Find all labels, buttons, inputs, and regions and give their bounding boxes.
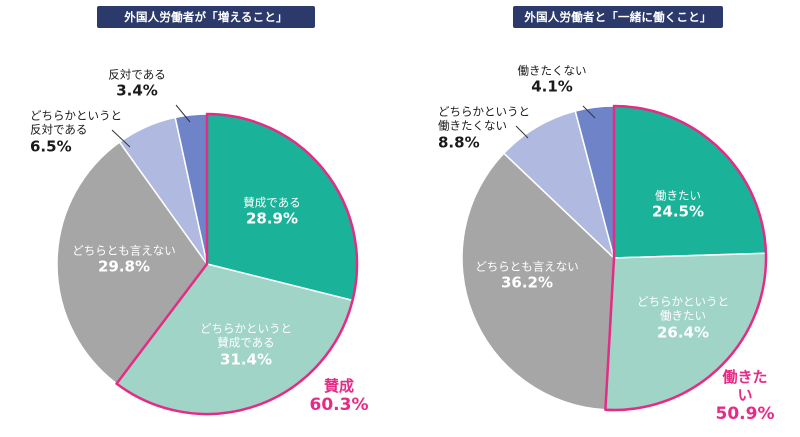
highlight-total: 賛成 60.3% — [310, 377, 369, 415]
leader-line — [175, 104, 191, 123]
slice-label-want: 働きたい 24.5% — [652, 188, 704, 221]
slice-label-oppose: 反対である 3.4% — [108, 67, 165, 100]
slice-somewhat-not-want — [502, 110, 616, 261]
chart-title: 外国人労働者が「増えること」 — [97, 6, 315, 28]
slice-label-agree: 賛成である 28.9% — [243, 195, 300, 228]
slice-name: どちらかというと — [200, 321, 292, 336]
slice-value: 31.4% — [219, 350, 273, 368]
slice-label-somewhat-agree: どちらかというと 賛成である 31.4% — [200, 321, 292, 369]
slice-name: 賛成である — [243, 195, 301, 210]
slice-value: 6.5% — [30, 137, 72, 155]
chart-title: 外国人労働者と「一緒に働くこと」 — [513, 6, 723, 28]
slice-name: 働きたい — [660, 308, 706, 323]
slice-label-neutral: どちらとも言えない 29.8% — [72, 243, 176, 276]
slice-value: 36.2% — [500, 273, 554, 292]
slice-label-not-want: 働きたくない 4.1% — [518, 63, 587, 96]
slice-value: 24.5% — [651, 202, 705, 221]
slice-neutral — [56, 141, 208, 385]
slice-name: どちらとも言えない — [475, 259, 579, 274]
slice-label-neutral: どちらとも言えない 36.2% — [475, 259, 579, 292]
chart-panel-increase: 外国人労働者が「増えること」 賛成である 28.9% どちらかというと 賛成であ… — [30, 6, 369, 416]
slice-value: 3.4% — [116, 81, 158, 100]
slice-name: どちらかというと — [30, 108, 122, 123]
highlight-outline — [604, 104, 768, 412]
slice-value: 4.1% — [531, 77, 573, 96]
slice-value: 26.4% — [656, 323, 710, 341]
slice-neutral — [461, 152, 615, 411]
highlight-value: 60.3% — [309, 394, 369, 415]
slice-label-somewhat-not-want: どちらかというと 働きたくない 8.8% — [438, 104, 530, 152]
slice-label-somewhat-want: どちらかというと 働きたい 26.4% — [637, 294, 729, 342]
slice-name: どちらかというと — [438, 104, 530, 119]
leader-line — [111, 129, 131, 148]
slice-name: 反対である — [30, 122, 88, 137]
highlight-label: 働きたい — [722, 367, 768, 404]
highlight-label: 賛成 — [323, 376, 355, 395]
leader-line — [582, 105, 596, 119]
highlight-total: 働きたい 50.9% — [716, 368, 775, 424]
pie-chart-increase — [56, 104, 359, 416]
highlight-outline — [115, 112, 359, 416]
slice-name: 働きたい — [654, 188, 701, 203]
slice-want — [613, 105, 767, 259]
slice-value: 29.8% — [97, 257, 151, 276]
slice-name: 反対である — [108, 67, 166, 82]
slice-value: 28.9% — [245, 209, 299, 228]
slice-name: どちらかというと — [637, 294, 729, 309]
slice-name: 働きたくない — [517, 63, 587, 78]
slice-name: 賛成である — [217, 335, 275, 350]
leader-line — [515, 125, 529, 139]
pie-chart-work-together — [461, 104, 768, 412]
highlight-value: 50.9% — [715, 403, 775, 424]
slice-label-somewhat-oppose: どちらかというと 反対である 6.5% — [30, 108, 122, 156]
slice-name: どちらとも言えない — [72, 243, 176, 258]
slice-value: 8.8% — [438, 133, 480, 151]
chart-panel-work-together: 外国人労働者と「一緒に働くこと」 働きたい 24.5% どちらかというと 働きた… — [400, 0, 800, 437]
slice-name: 働きたくない — [438, 118, 507, 133]
